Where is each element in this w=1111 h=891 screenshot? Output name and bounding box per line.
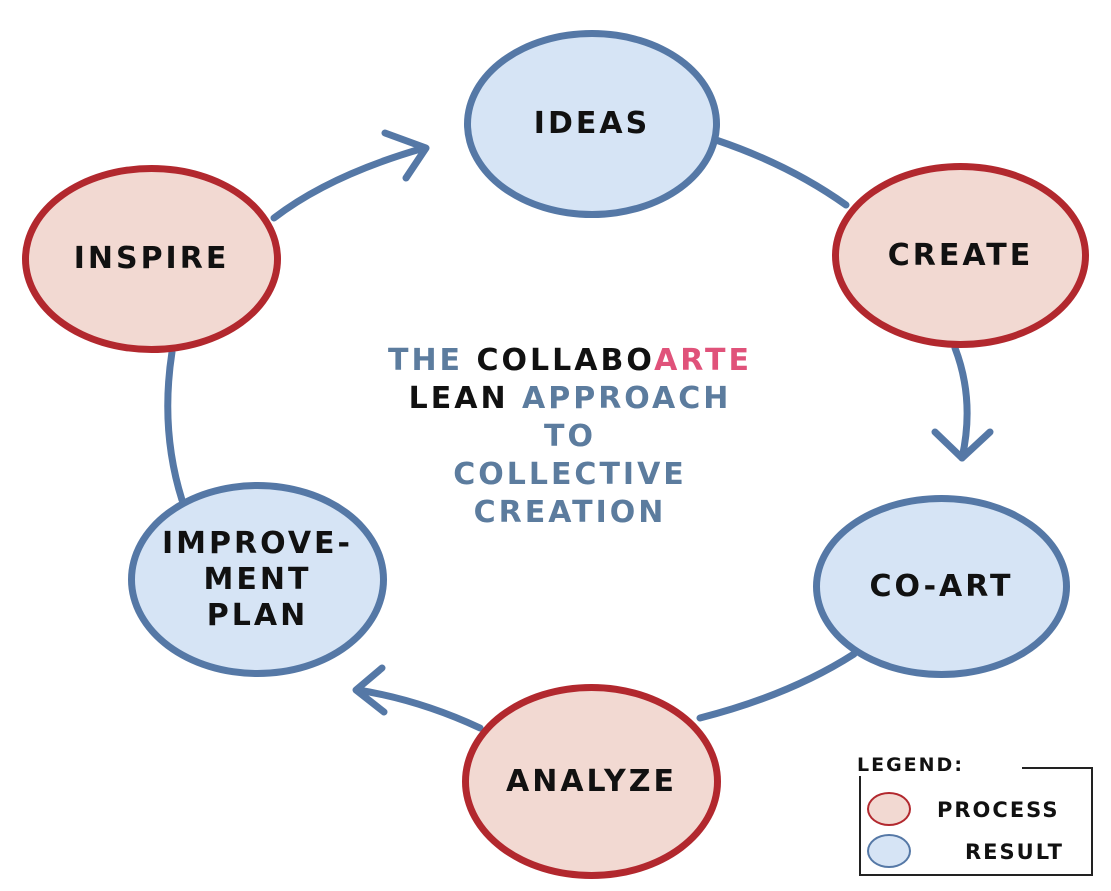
- center-title-line-2: LEAN APPROACH: [310, 380, 830, 418]
- node-inspire: INSPIRE: [22, 165, 281, 353]
- node-improvement-plan: IMPROVE- MENT PLAN: [128, 482, 387, 677]
- node-ideas-label: IDEAS: [533, 106, 651, 141]
- legend-process-swatch: [867, 792, 911, 826]
- connector-ideas-create: [712, 136, 850, 209]
- node-co-art-label: CO-ART: [869, 568, 1014, 604]
- center-title-line-creation: CREATION: [473, 495, 667, 530]
- center-title: THE COLLABOARTE LEAN APPROACH TO COLLECT…: [310, 342, 830, 532]
- title-word-collabo: COLLABO: [476, 343, 655, 378]
- title-word-the: THE: [387, 343, 464, 378]
- node-create: CREATE: [832, 163, 1089, 348]
- node-analyze: ANALYZE: [462, 684, 721, 879]
- arrowhead-improve: [352, 664, 388, 716]
- node-improvement-plan-label: IMPROVE- MENT PLAN: [162, 525, 353, 633]
- node-create-label: CREATE: [887, 237, 1034, 273]
- title-word-approach: APPROACH: [522, 381, 732, 416]
- center-title-line-collective: COLLECTIVE: [453, 457, 687, 492]
- center-title-line-1: THE COLLABOARTE: [310, 342, 830, 380]
- legend-result-label: RESULT: [965, 840, 1064, 864]
- connector-improve-inspire: [164, 348, 186, 504]
- node-co-art: CO-ART: [813, 495, 1070, 678]
- node-inspire-label: INSPIRE: [73, 241, 230, 276]
- legend-top-line: [1022, 767, 1093, 769]
- center-title-line-to: TO: [544, 419, 596, 454]
- connector-create-coart: [951, 344, 971, 462]
- title-word-lean: LEAN: [408, 381, 509, 416]
- node-ideas: IDEAS: [464, 30, 720, 218]
- legend-result-swatch: [867, 834, 911, 868]
- connector-inspire-ideas: [270, 144, 428, 222]
- node-analyze-label: ANALYZE: [506, 763, 677, 799]
- legend-process-label: PROCESS: [937, 798, 1060, 822]
- connector-analyze-improve: [354, 686, 484, 732]
- arrowhead-ideas: [381, 129, 430, 182]
- legend-title: LEGEND:: [857, 754, 970, 776]
- title-word-arte: ARTE: [654, 343, 752, 378]
- legend: LEGEND: PROCESS RESULT: [857, 754, 1095, 878]
- connector-coart-analyze: [696, 650, 858, 722]
- legend-box: [859, 768, 1093, 876]
- arrowhead-coart: [931, 428, 994, 462]
